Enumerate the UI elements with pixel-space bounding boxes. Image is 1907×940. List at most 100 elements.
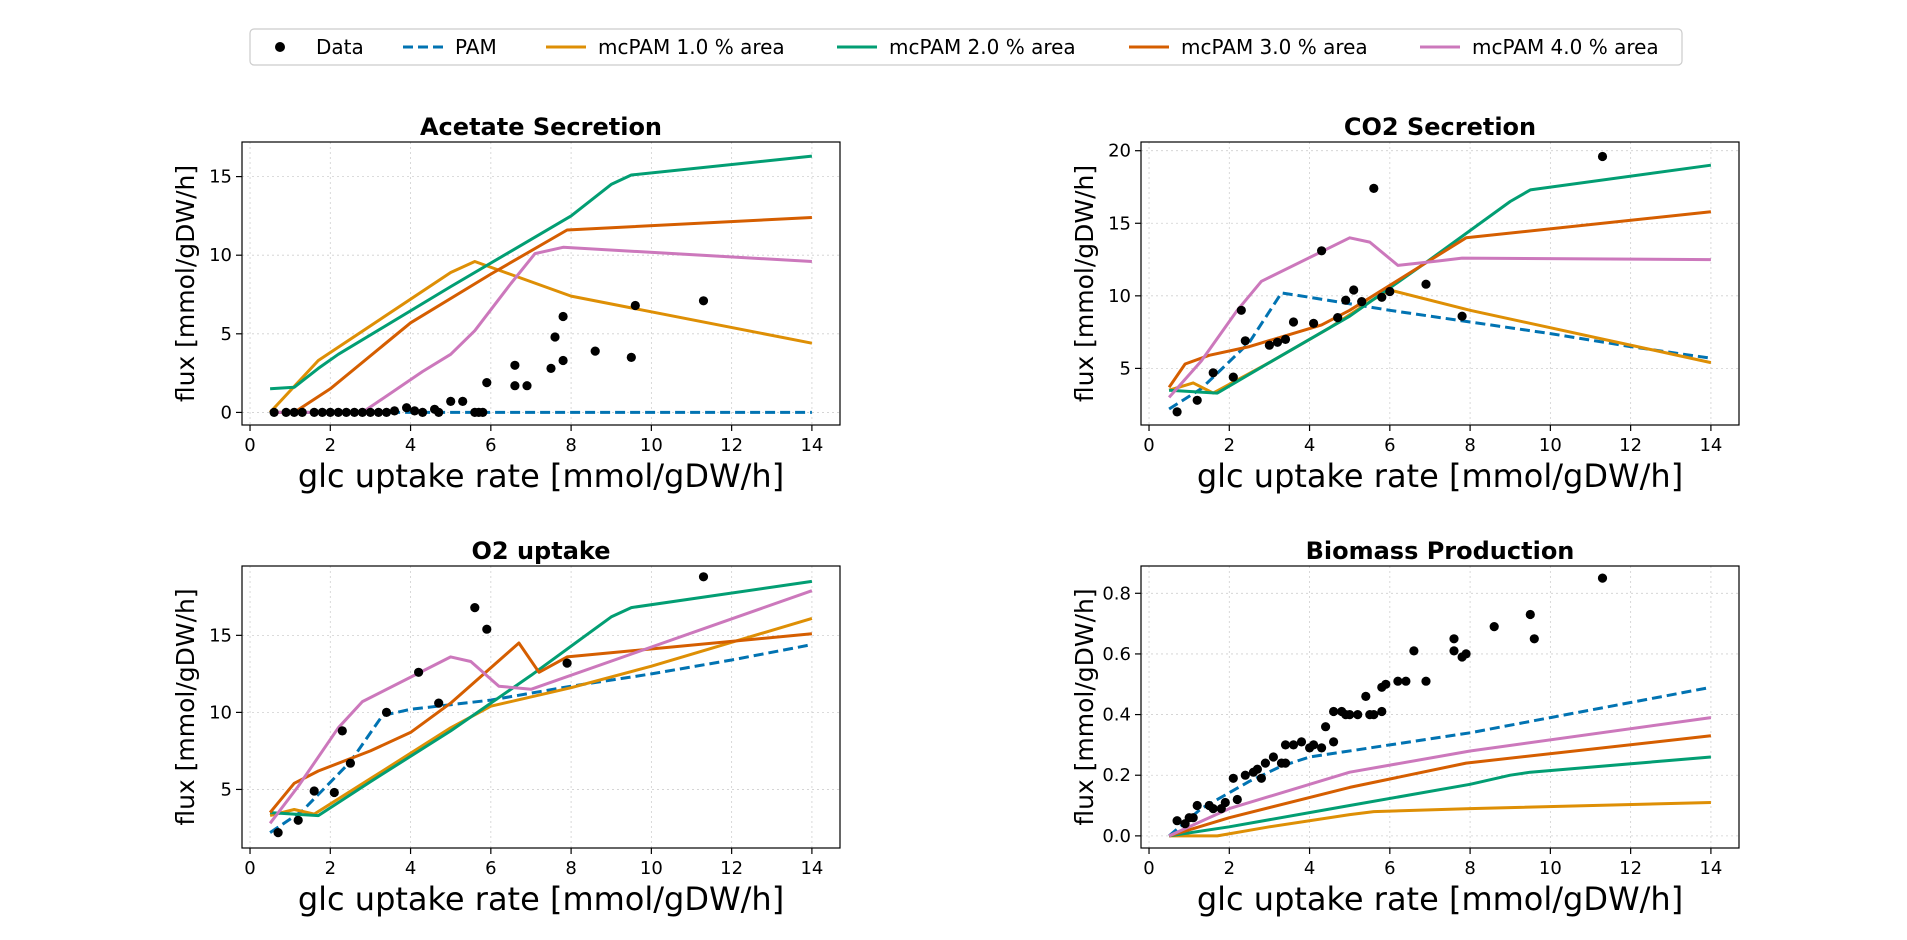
data-point — [1329, 706, 1339, 717]
x-tick-label: 2 — [1224, 435, 1235, 456]
data-point — [1232, 794, 1242, 805]
y-tick-label: 5 — [221, 779, 232, 800]
data-point — [562, 658, 572, 668]
data-point — [1208, 368, 1218, 378]
data-point — [546, 363, 556, 373]
data-point — [1529, 634, 1539, 644]
data-point — [410, 406, 420, 416]
data-point — [293, 815, 303, 825]
data-point — [1240, 770, 1250, 780]
y-tick-label: 10 — [1108, 286, 1131, 307]
chart-title: CO2 Secretion — [1344, 113, 1536, 141]
data-point — [1489, 622, 1499, 632]
data-point — [1369, 183, 1379, 193]
subplot-biomass-production: 0 2 4 6 8 10 12 14 0.0 0.2 0.4 0.6 0.8 Biomass Produc… — [1070, 537, 1740, 918]
x-axis-label: glc uptake rate [mmol/gDW/h] — [298, 880, 784, 918]
x-tick-label: 6 — [1384, 435, 1395, 456]
data-point — [1341, 295, 1351, 305]
y-tick-label: 15 — [209, 625, 232, 646]
data-point — [590, 346, 600, 356]
data-point — [1272, 337, 1283, 347]
y-tick-label: 0.6 — [1102, 644, 1131, 665]
legend-entry-mcpam-3-0-area: mcPAM 3.0 % area — [1129, 35, 1368, 59]
data-point — [522, 381, 532, 391]
data-point — [345, 758, 355, 768]
data-point — [1208, 804, 1218, 814]
series-line-mcpam-3-0-area — [1167, 210, 1712, 389]
data-point — [698, 296, 709, 306]
x-axis-label: glc uptake rate [mmol/gDW/h] — [1197, 880, 1683, 918]
data-point — [1357, 297, 1367, 307]
data-point — [1369, 710, 1379, 720]
data-point — [630, 300, 640, 311]
data-point — [389, 406, 400, 416]
data-point — [458, 396, 468, 406]
data-point — [1252, 764, 1262, 774]
x-tick-label: 10 — [1539, 435, 1562, 456]
x-tick-label: 2 — [325, 858, 336, 879]
data-point — [1188, 813, 1198, 823]
data-point — [381, 407, 392, 417]
data-point — [1260, 758, 1270, 768]
data-point — [1228, 372, 1238, 382]
data-point — [1353, 710, 1363, 720]
x-tick-label: 0 — [244, 858, 255, 879]
data-point — [337, 726, 347, 736]
data-point — [273, 828, 283, 838]
data-point — [1309, 318, 1319, 328]
data-point — [329, 787, 339, 798]
series-line-mcpam-3-0-area — [1168, 734, 1712, 838]
data-point — [510, 381, 520, 391]
data-point — [1256, 773, 1266, 783]
data-point — [281, 407, 291, 417]
x-tick-label: 14 — [800, 435, 823, 456]
legend-label: mcPAM 4.0 % area — [1472, 35, 1659, 59]
series-line-mcpam-4-0-area — [270, 245, 812, 414]
data-point — [470, 603, 480, 613]
series-line-mcpam-1-0-area — [269, 616, 813, 818]
data-point — [269, 407, 279, 417]
data-point — [1264, 340, 1274, 350]
x-tick-label: 4 — [405, 435, 416, 456]
x-axis-label: glc uptake rate [mmol/gDW/h] — [1197, 457, 1683, 495]
data-point — [1421, 676, 1431, 686]
legend-entry-mcpam-2-0-area: mcPAM 2.0 % area — [837, 35, 1076, 59]
legend-label: Data — [316, 35, 364, 59]
y-axis-label: flux [mmol/gDW/h] — [1070, 165, 1099, 402]
x-tick-label: 8 — [1464, 435, 1475, 456]
data-point — [1421, 279, 1431, 289]
data-point — [1288, 317, 1299, 327]
y-tick-label: 15 — [209, 167, 232, 188]
series-line-mcpam-2-0-area — [1168, 755, 1712, 838]
data-point — [297, 407, 307, 417]
data-point — [414, 667, 424, 677]
series-line-pam — [1168, 291, 1712, 411]
grid — [242, 142, 840, 425]
data-point — [558, 355, 568, 366]
data-point — [478, 407, 488, 417]
chart-title: Biomass Production — [1306, 537, 1575, 565]
y-tick-label: 0.2 — [1102, 765, 1131, 786]
data-point — [482, 624, 492, 634]
x-tick-label: 2 — [325, 435, 336, 456]
x-tick-label: 6 — [1384, 858, 1395, 879]
data-point — [550, 332, 560, 342]
y-axis-label: flux [mmol/gDW/h] — [1070, 588, 1099, 825]
data-point — [1236, 305, 1246, 315]
data-point — [309, 407, 319, 417]
x-tick-label: 14 — [1699, 858, 1722, 879]
y-tick-label: 10 — [209, 702, 232, 723]
data-point — [1280, 740, 1291, 750]
legend: Data PAM mcPAM 1.0 % area mcPAM 2.0 % area m… — [249, 28, 1683, 66]
grid — [1141, 142, 1739, 425]
legend-entry-data: Data — [275, 35, 364, 59]
data-point — [1333, 313, 1343, 323]
x-tick-label: 10 — [1539, 858, 1562, 879]
x-tick-label: 0 — [1143, 858, 1154, 879]
plot-area — [268, 572, 813, 838]
data-point — [1597, 573, 1608, 583]
plot-area — [269, 154, 813, 417]
grid — [1141, 566, 1739, 848]
x-tick-label: 12 — [720, 435, 743, 456]
data-point — [357, 407, 367, 417]
